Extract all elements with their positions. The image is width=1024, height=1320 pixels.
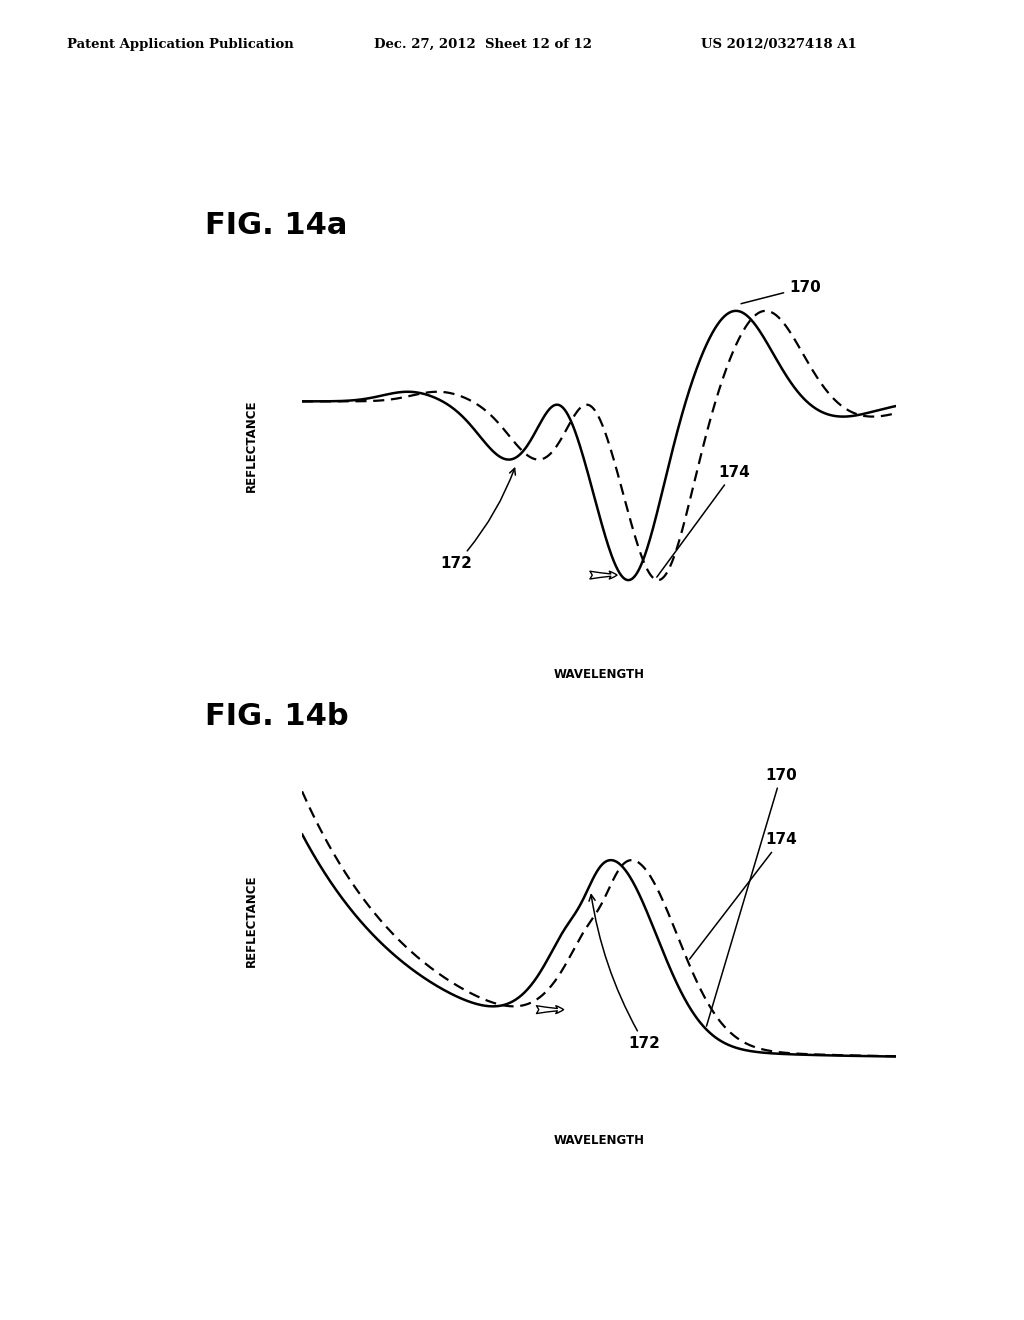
Text: REFLECTANCE: REFLECTANCE — [245, 874, 258, 968]
Text: WAVELENGTH: WAVELENGTH — [554, 668, 644, 681]
Text: Patent Application Publication: Patent Application Publication — [67, 38, 293, 51]
Text: US 2012/0327418 A1: US 2012/0327418 A1 — [701, 38, 857, 51]
Text: 174: 174 — [689, 833, 797, 960]
Text: 172: 172 — [440, 469, 515, 570]
Text: FIG. 14b: FIG. 14b — [205, 702, 348, 731]
Text: 172: 172 — [589, 895, 660, 1051]
Text: 170: 170 — [707, 768, 797, 1026]
Text: 174: 174 — [656, 465, 750, 577]
Text: 170: 170 — [741, 280, 821, 304]
Text: FIG. 14a: FIG. 14a — [205, 211, 347, 240]
Text: REFLECTANCE: REFLECTANCE — [245, 399, 258, 492]
Text: Dec. 27, 2012  Sheet 12 of 12: Dec. 27, 2012 Sheet 12 of 12 — [374, 38, 592, 51]
Text: WAVELENGTH: WAVELENGTH — [554, 1134, 644, 1147]
